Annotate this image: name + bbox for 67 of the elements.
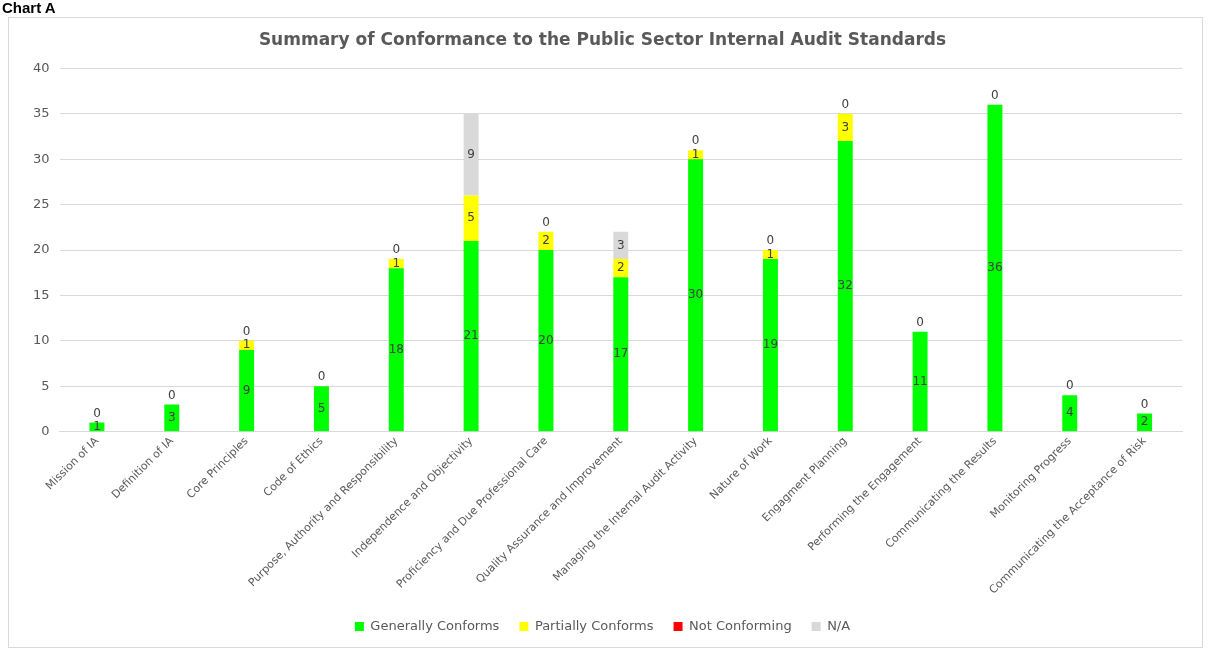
legend-label: Not Conforming <box>689 617 792 633</box>
data-label: 3 <box>616 237 625 252</box>
bar <box>987 104 1003 432</box>
data-label: 5 <box>317 400 326 415</box>
bar <box>239 349 255 432</box>
data-label: 0 <box>167 387 176 402</box>
data-label: 2 <box>542 233 550 248</box>
text: Chart A <box>2 0 56 16</box>
data-label: 2 <box>1140 414 1149 429</box>
data-label: 20 <box>538 332 554 347</box>
data-label: 0 <box>93 405 101 420</box>
data-label: 2 <box>616 260 625 275</box>
y-tick-label: 15 <box>33 286 50 302</box>
data-label: 1 <box>766 246 775 261</box>
data-label: 9 <box>467 146 475 161</box>
data-label: 17 <box>613 346 629 361</box>
data-label: 0 <box>766 233 775 248</box>
data-label: 0 <box>392 242 401 257</box>
data-label: 1 <box>691 146 700 161</box>
bar <box>688 159 704 432</box>
data-label: 32 <box>837 278 853 293</box>
data-label: 0 <box>542 214 550 229</box>
legend-label: Partially Conforms <box>534 617 654 633</box>
y-tick-label: 30 <box>33 150 50 166</box>
y-tick-label: 10 <box>33 332 50 348</box>
data-label: 0 <box>691 133 700 148</box>
y-tick-label: 5 <box>41 377 50 393</box>
bar <box>837 141 853 432</box>
bar <box>463 195 479 241</box>
data-label: 0 <box>841 96 850 111</box>
data-label: 0 <box>242 323 251 338</box>
y-tick-label: 40 <box>33 59 50 75</box>
data-label: 30 <box>687 287 704 302</box>
bar <box>463 240 479 432</box>
data-label: 0 <box>1140 396 1149 411</box>
y-tick-label: 20 <box>33 241 50 257</box>
bar <box>1062 395 1078 432</box>
data-label: 1 <box>93 418 101 433</box>
data-label: 36 <box>987 260 1003 275</box>
data-label: 0 <box>991 87 999 102</box>
data-label: 3 <box>167 409 176 424</box>
data-label: 1 <box>242 337 251 352</box>
bar <box>912 331 928 432</box>
legend-label: N/A <box>827 617 851 633</box>
data-label: 0 <box>916 314 924 329</box>
data-label: 19 <box>762 337 779 352</box>
bar <box>164 404 180 432</box>
data-label: 4 <box>1065 405 1074 420</box>
data-label: 3 <box>841 119 850 134</box>
data-label: 9 <box>242 382 251 397</box>
y-tick-label: 25 <box>33 195 50 211</box>
data-label: 5 <box>467 210 475 225</box>
bar <box>762 259 778 432</box>
data-label: 18 <box>388 341 404 356</box>
data-label: 11 <box>912 373 928 388</box>
bar <box>388 268 404 432</box>
bar <box>613 277 629 432</box>
y-tick-label: 35 <box>33 105 50 121</box>
bar <box>538 250 554 432</box>
data-label: 0 <box>1065 378 1074 393</box>
data-label: 1 <box>392 255 401 270</box>
bar <box>313 386 329 432</box>
data-label: 21 <box>463 328 479 343</box>
data-label: 0 <box>317 369 326 384</box>
chart-title: Summary of Conformance to the Public Sector Internal Audit Standards <box>258 28 947 49</box>
y-tick-label: 0 <box>41 423 50 439</box>
legend-label: Generally Conforms <box>370 617 500 633</box>
